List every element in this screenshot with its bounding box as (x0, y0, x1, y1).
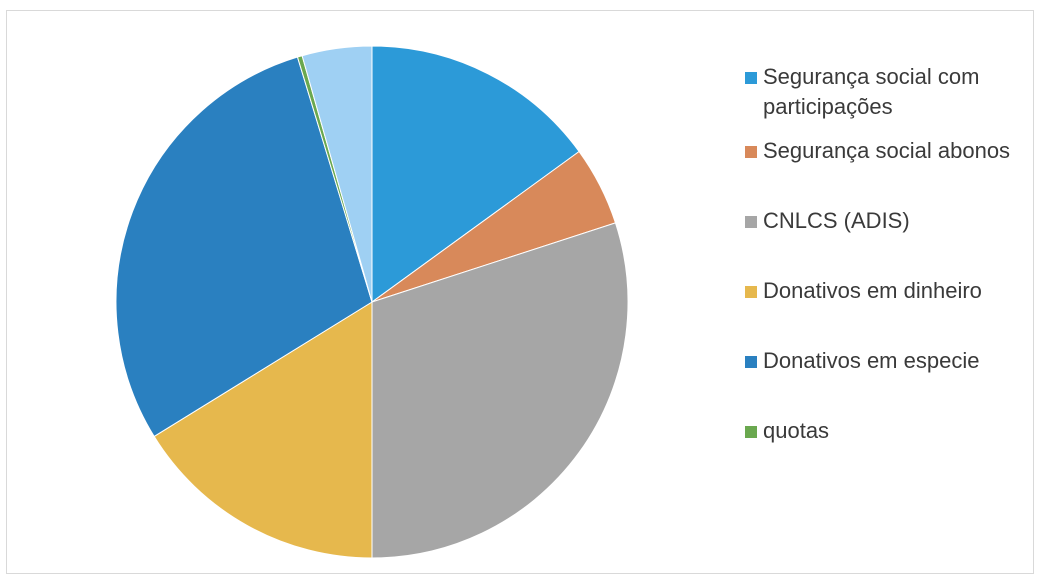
legend-item: CNLCS (ADIS) (745, 206, 1035, 236)
legend-swatch (745, 426, 757, 438)
legend-swatch (745, 356, 757, 368)
legend-swatch (745, 216, 757, 228)
chart-legend: Segurança social com participações Segura… (745, 62, 1035, 446)
legend-item: Donativos em dinheiro (745, 276, 1035, 306)
legend-swatch (745, 286, 757, 298)
legend-label: Donativos em especie (763, 346, 1013, 376)
legend-item: Donativos em especie (745, 346, 1035, 376)
legend-item: Segurança social abonos (745, 136, 1035, 166)
legend-label: Donativos em dinheiro (763, 276, 1013, 306)
legend-label: Segurança social abonos (763, 136, 1013, 166)
legend-swatch (745, 72, 757, 84)
legend-swatch (745, 146, 757, 158)
legend-label: CNLCS (ADIS) (763, 206, 1013, 236)
legend-label: quotas (763, 416, 1013, 446)
legend-label: Segurança social com participações (763, 62, 1013, 122)
legend-item: quotas (745, 416, 1035, 446)
legend-item: Segurança social com participações (745, 62, 1035, 122)
